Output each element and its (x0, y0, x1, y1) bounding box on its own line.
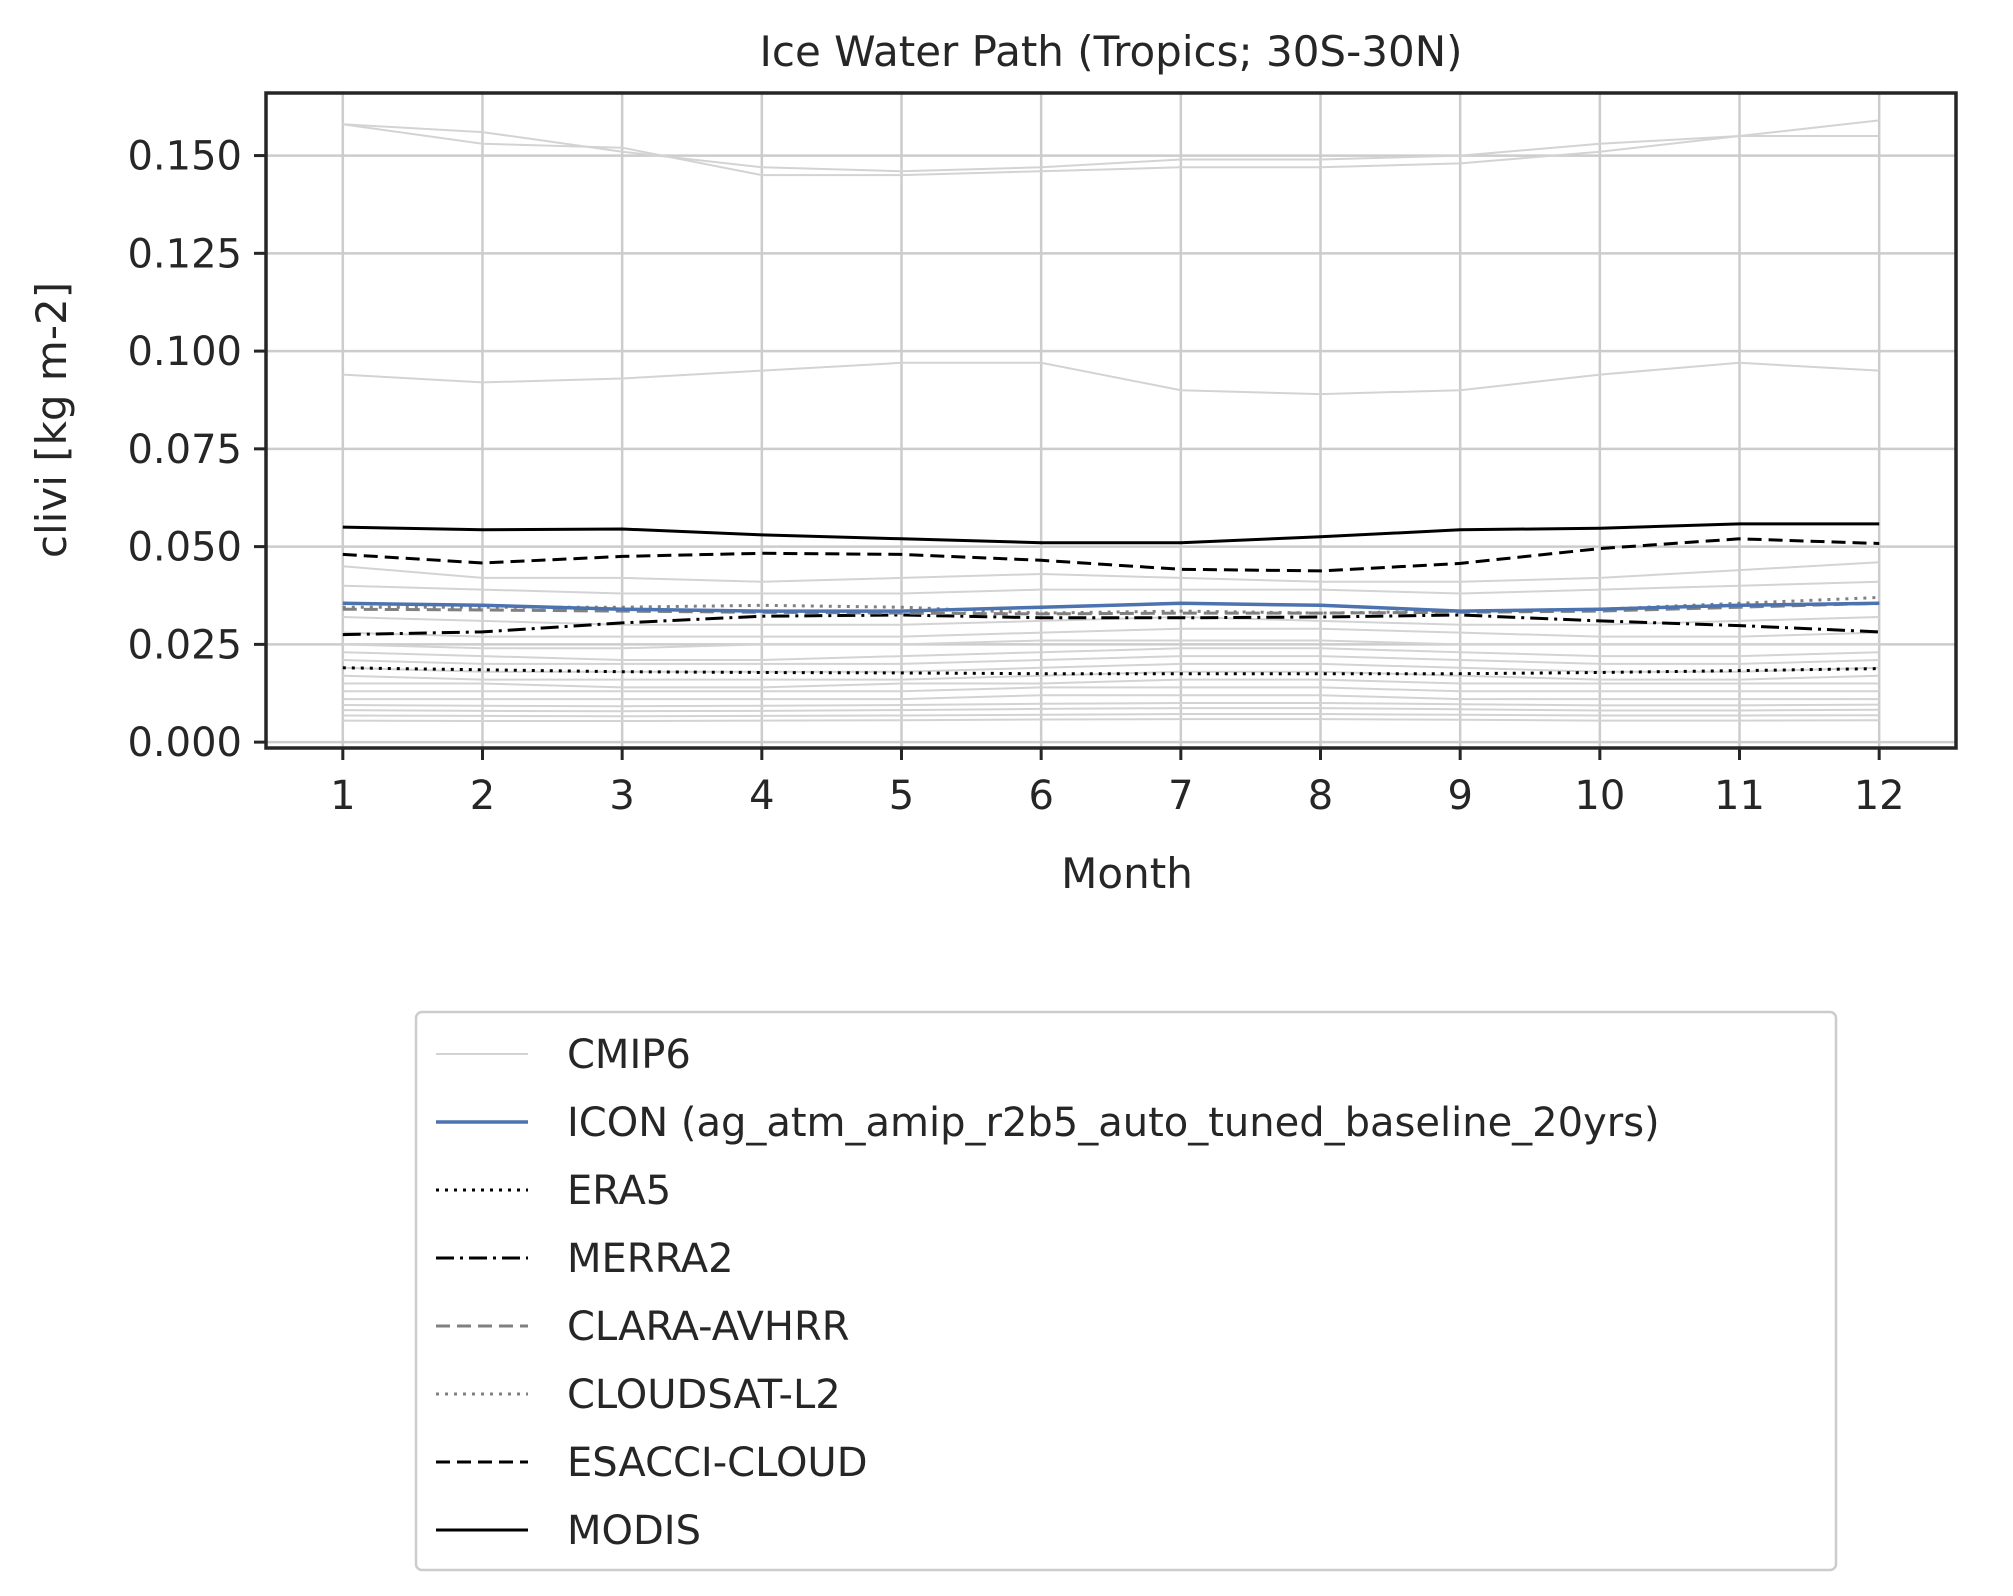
x-tick-label-7: 7 (1168, 773, 1193, 819)
series-line-esacci-cloud (342, 537, 1880, 573)
y-tick-label-0.025: 0.025 (127, 622, 242, 668)
y-tick-label-0.050: 0.050 (127, 525, 242, 571)
cmip6-member-line-5 (342, 580, 1880, 595)
x-axis-ticks: 1 2 3 4 5 6 7 8 9 10 11 12 (330, 748, 1905, 819)
cmip6-member-line-12 (342, 670, 1880, 681)
x-tick-label-2: 2 (470, 773, 495, 819)
legend-label-era5: ERA5 (567, 1168, 671, 1214)
x-tick-label-8: 8 (1308, 773, 1333, 819)
x-tick-label-6: 6 (1028, 773, 1053, 819)
x-tick-label-3: 3 (609, 773, 634, 819)
cmip6-member-line-1 (342, 123, 1880, 173)
cmip6-member-line-7 (342, 627, 1880, 638)
y-tick-label-0.000: 0.000 (127, 720, 242, 766)
x-tick-label-5: 5 (889, 773, 914, 819)
x-tick-label-4: 4 (749, 773, 774, 819)
y-axis-ticks: 0.000 0.025 0.050 0.075 0.100 0.125 0.150 (127, 134, 266, 766)
legend-label-merra2: MERRA2 (567, 1236, 734, 1282)
series-line-modis (342, 522, 1880, 545)
y-tick-label-0.150: 0.150 (127, 134, 242, 180)
y-tick-label-0.075: 0.075 (127, 427, 242, 473)
x-tick-label-12: 12 (1854, 773, 1905, 819)
series-line-icon (342, 601, 1880, 613)
cmip6-member-line-3 (342, 361, 1880, 396)
legend-label-modis: MODIS (567, 1508, 701, 1554)
y-tick-label-0.125: 0.125 (127, 231, 242, 277)
x-tick-label-10: 10 (1574, 773, 1625, 819)
cmip6-member-line-15 (342, 694, 1880, 701)
chart-title: Ice Water Path (Tropics; 30S-30N) (759, 27, 1462, 76)
legend-label-cloudsat-l2: CLOUDSAT-L2 (567, 1372, 841, 1418)
cmip6-member-line-18 (342, 713, 1880, 718)
legend-label-icon: ICON (ag_atm_amip_r2b5_auto_tuned_baseli… (567, 1100, 1660, 1146)
legend-label-clara-avhrr: CLARA-AVHRR (567, 1304, 850, 1350)
grid-lines (266, 93, 1956, 748)
y-axis-title: clivi [kg m-2] (27, 282, 76, 558)
cmip6-member-line-13 (342, 678, 1880, 689)
legend-label-esacci-cloud: ESACCI-CLOUD (567, 1440, 868, 1486)
x-axis-title: Month (1061, 849, 1193, 898)
cmip6-member-line-10 (342, 655, 1880, 665)
cmip6-member-lines (342, 119, 1880, 722)
cmip6-member-line-19 (342, 718, 1880, 722)
series-line-clara-avhrr (342, 601, 1880, 616)
y-tick-label-0.100: 0.100 (127, 329, 242, 375)
x-tick-label-11: 11 (1714, 773, 1765, 819)
series-line-era5 (342, 666, 1880, 676)
legend-label-cmip6: CMIP6 (567, 1032, 691, 1078)
series-line-merra2 (342, 613, 1880, 637)
plot-area-frame (264, 91, 1958, 750)
legend: CMIP6 ICON (ag_atm_amip_r2b5_auto_tuned_b… (436, 1032, 1660, 1554)
series-lines (342, 522, 1880, 676)
x-tick-label-9: 9 (1447, 773, 1472, 819)
cmip6-member-line-4 (342, 561, 1880, 583)
x-tick-label-1: 1 (330, 773, 355, 819)
cmip6-member-line-14 (342, 686, 1880, 693)
cmip6-member-line-2 (342, 119, 1880, 177)
cmip6-member-line-8 (342, 639, 1880, 650)
legend-box (414, 1010, 1838, 1572)
cmip6-member-line-17 (342, 707, 1880, 713)
cmip6-member-line-16 (342, 702, 1880, 708)
cmip6-member-line-9 (342, 647, 1880, 661)
